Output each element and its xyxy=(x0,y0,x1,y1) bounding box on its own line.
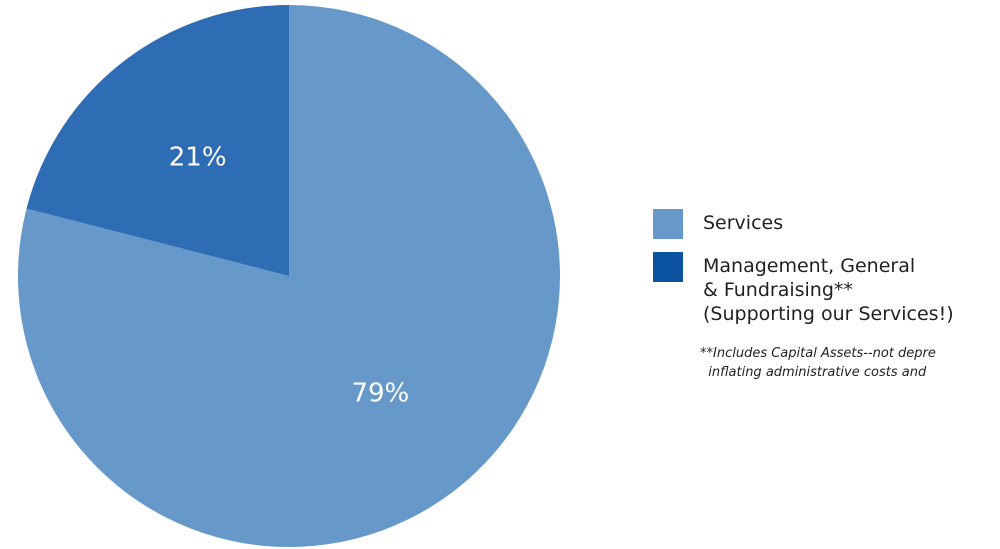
pie-slice-management xyxy=(26,5,289,276)
slice-label-management: 21% xyxy=(169,143,227,173)
pie-slice-services xyxy=(17,5,560,547)
slice-label-services: 79% xyxy=(351,378,409,408)
legend-swatch-services xyxy=(653,209,683,239)
legend-item-management: Management, General & Fundraising** (Sup… xyxy=(653,252,954,326)
legend-swatch-management xyxy=(653,252,683,282)
chart-legend: Services Management, General & Fundraisi… xyxy=(653,209,954,339)
footnote: **Includes Capital Assets--not depre inf… xyxy=(700,346,936,380)
legend-label-services: Services xyxy=(703,212,784,234)
legend-label-management: Management, General & Fundraising** (Sup… xyxy=(703,255,954,325)
legend-item-services: Services xyxy=(653,209,954,239)
